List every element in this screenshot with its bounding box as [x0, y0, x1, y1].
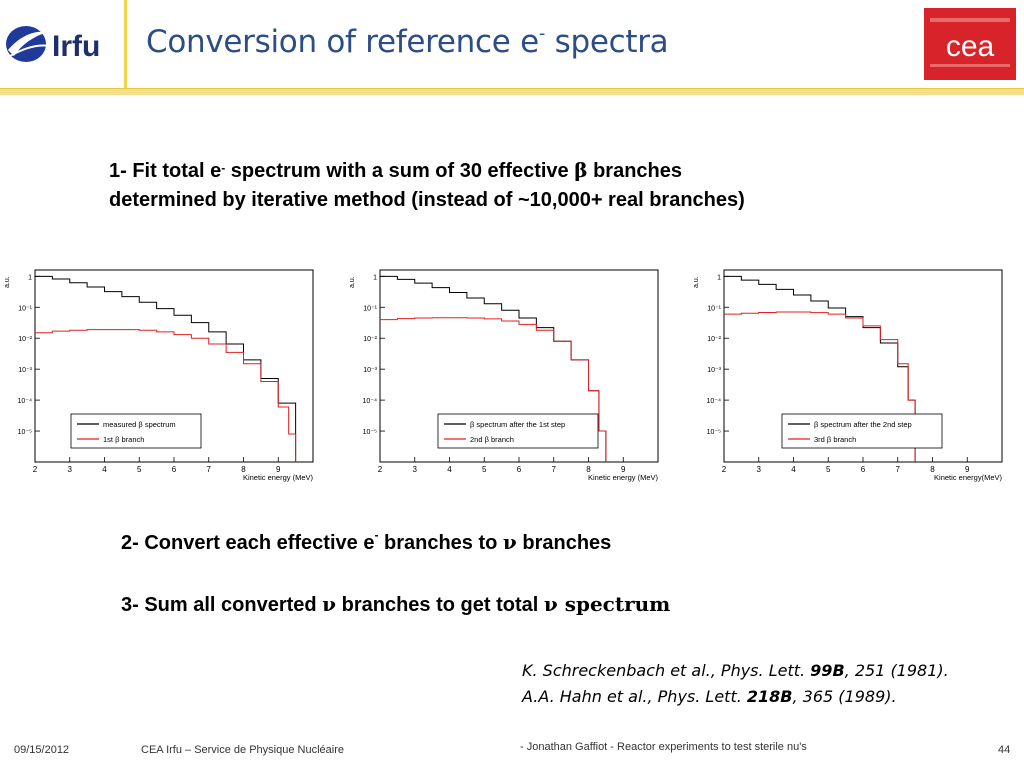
x-axis-label: Kinetic energy (MeV) — [243, 473, 314, 482]
x-tick-label: 3 — [68, 465, 73, 474]
footer-org: CEA Irfu – Service de Physique Nucléaire — [141, 744, 344, 756]
slide-title: Conversion of reference e- spectra — [146, 22, 669, 60]
legend-entry: β spectrum after the 1st step — [470, 420, 565, 429]
y-tick-label: 10⁻⁴ — [363, 398, 378, 405]
x-tick-label: 9 — [276, 465, 281, 474]
y-tick-label: 1 — [373, 274, 377, 281]
legend-entry: 1st β branch — [103, 435, 144, 444]
cea-logo-text: cea — [946, 30, 995, 63]
y-tick-label: 10⁻³ — [18, 367, 32, 374]
y-tick-label: 10⁻⁵ — [363, 429, 377, 436]
y-axis-label: a.u. — [350, 276, 356, 288]
x-tick-label: 2 — [722, 465, 727, 474]
legend-entry: 2nd β branch — [470, 435, 514, 444]
irfu-logo: Irfu — [6, 26, 100, 63]
chart-1-first-branch: 2 3 4 5 6 7 8 9 1 10⁻¹ 10⁻² 10⁻³ 10⁻⁴ 10⁻⁵ a.u. Kinetic… — [5, 269, 314, 482]
footer-talk: - Jonathan Gaffiot - Reactor experiments… — [520, 741, 807, 753]
y-tick-label: 10⁻⁵ — [707, 429, 721, 436]
chart-2-second-branch: 2 3 4 5 6 7 8 9 1 10⁻¹ 10⁻² 10⁻³ 10⁻⁴ 10⁻⁵ a.u. Kinetic… — [350, 269, 659, 482]
slide-header: Irfu Conversion of reference e- spectra … — [0, 0, 1024, 95]
cea-logo: cea — [924, 8, 1016, 80]
y-tick-label: 10⁻² — [18, 336, 32, 343]
legend-entry: 3rd β branch — [814, 435, 856, 444]
y-tick-label: 10⁻⁵ — [18, 429, 32, 436]
legend-entry: measured β spectrum — [103, 420, 176, 429]
legend-box — [781, 413, 943, 449]
point-3: 3- Sum all converted ν branches to get t… — [121, 592, 671, 616]
y-tick-label: 10⁻³ — [707, 367, 721, 374]
footer-date: 09/15/2012 — [14, 744, 70, 756]
x-tick-label: 6 — [861, 465, 866, 474]
legend-entry: β spectrum after the 2nd step — [814, 420, 912, 429]
reference-1: K. Schreckenbach et al., Phys. Lett. 99B… — [522, 661, 949, 680]
y-axis-label: a.u. — [5, 276, 11, 288]
x-tick-label: 5 — [482, 465, 487, 474]
x-tick-label: 5 — [137, 465, 142, 474]
x-tick-label: 9 — [621, 465, 626, 474]
x-tick-label: 4 — [447, 465, 452, 474]
y-tick-label: 10⁻¹ — [707, 305, 721, 312]
reference-2: A.A. Hahn et al., Phys. Lett. 218B, 365 … — [522, 687, 897, 706]
y-axis-label: a.u. — [694, 276, 700, 288]
point-1: 1- Fit total e- spectrum with a sum of 3… — [109, 158, 745, 211]
x-tick-label: 8 — [241, 465, 246, 474]
chart-3-third-branch: 2 3 4 5 6 7 8 9 1 10⁻¹ 10⁻² 10⁻³ 10⁻⁴ 10⁻⁵ a.u. Kinetic… — [694, 269, 1003, 482]
x-tick-label: 9 — [965, 465, 970, 474]
legend-box — [70, 413, 202, 449]
irfu-logo-text: Irfu — [52, 30, 100, 63]
series-line-2 — [35, 329, 297, 462]
x-tick-label: 7 — [896, 465, 901, 474]
series-line-2 — [724, 311, 916, 462]
x-tick-label: 6 — [517, 465, 522, 474]
header-divider — [124, 0, 127, 88]
x-axis-label: Kinetic energy(MeV) — [934, 473, 1002, 482]
y-tick-label: 10⁻³ — [363, 367, 377, 374]
y-tick-label: 10⁻¹ — [363, 305, 377, 312]
x-tick-label: 3 — [757, 465, 762, 474]
x-tick-label: 2 — [33, 465, 38, 474]
x-tick-label: 4 — [791, 465, 796, 474]
x-tick-label: 4 — [102, 465, 107, 474]
y-tick-label: 10⁻² — [707, 336, 721, 343]
x-tick-label: 3 — [413, 465, 418, 474]
x-axis-label: Kinetic energy (MeV) — [588, 473, 659, 482]
x-tick-label: 7 — [207, 465, 212, 474]
y-tick-label: 1 — [28, 274, 32, 281]
x-tick-label: 8 — [930, 465, 935, 474]
y-tick-label: 10⁻⁴ — [18, 398, 33, 405]
y-tick-label: 10⁻² — [363, 336, 377, 343]
legend-box — [437, 413, 599, 449]
y-tick-label: 10⁻¹ — [18, 305, 32, 312]
x-tick-label: 7 — [552, 465, 557, 474]
series-line-2 — [380, 317, 607, 462]
y-tick-label: 1 — [717, 274, 721, 281]
y-tick-label: 10⁻⁴ — [707, 398, 722, 405]
x-tick-label: 2 — [378, 465, 383, 474]
x-tick-label: 5 — [826, 465, 831, 474]
x-tick-label: 6 — [172, 465, 177, 474]
x-tick-label: 8 — [586, 465, 591, 474]
references: K. Schreckenbach et al., Phys. Lett. 99B… — [522, 658, 949, 710]
series-line-1 — [724, 275, 916, 462]
footer-page-number: 44 — [998, 744, 1011, 756]
header-band — [0, 88, 1024, 95]
point-2: 2- Convert each effective e- branches to… — [121, 528, 612, 554]
